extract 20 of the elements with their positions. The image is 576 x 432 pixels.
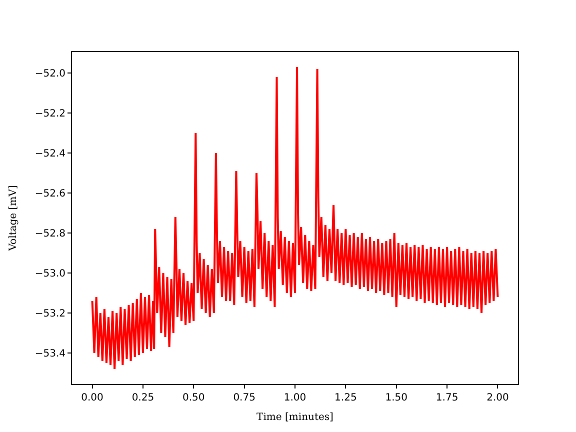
y-tick-label: −53.0 (34, 268, 66, 280)
x-tick-label: 1.50 (385, 392, 408, 404)
x-tick-label: 1.00 (284, 392, 306, 404)
y-tick-label: −52.6 (34, 188, 66, 200)
x-tick-label: 0.00 (81, 392, 104, 404)
x-tick-label: 0.25 (132, 392, 154, 404)
y-axis-title: Voltage [mV] (8, 185, 19, 252)
y-tick-label: −52.2 (34, 108, 66, 120)
x-axis-title: Time [minutes] (256, 412, 334, 423)
y-tick-label: −53.4 (34, 348, 66, 360)
x-tick-label: 0.50 (182, 392, 205, 404)
x-tick-label: 2.00 (486, 392, 509, 404)
x-tick-label: 1.25 (334, 392, 357, 404)
y-tick-label: −52.0 (34, 68, 66, 80)
x-tick-label: 1.75 (436, 392, 458, 404)
y-tick-label: −52.8 (34, 228, 66, 240)
line-series (91, 66, 499, 370)
y-tick-label: −52.4 (34, 148, 66, 160)
y-tick-label: −53.2 (34, 308, 66, 320)
x-tick-label: 0.75 (233, 392, 256, 404)
